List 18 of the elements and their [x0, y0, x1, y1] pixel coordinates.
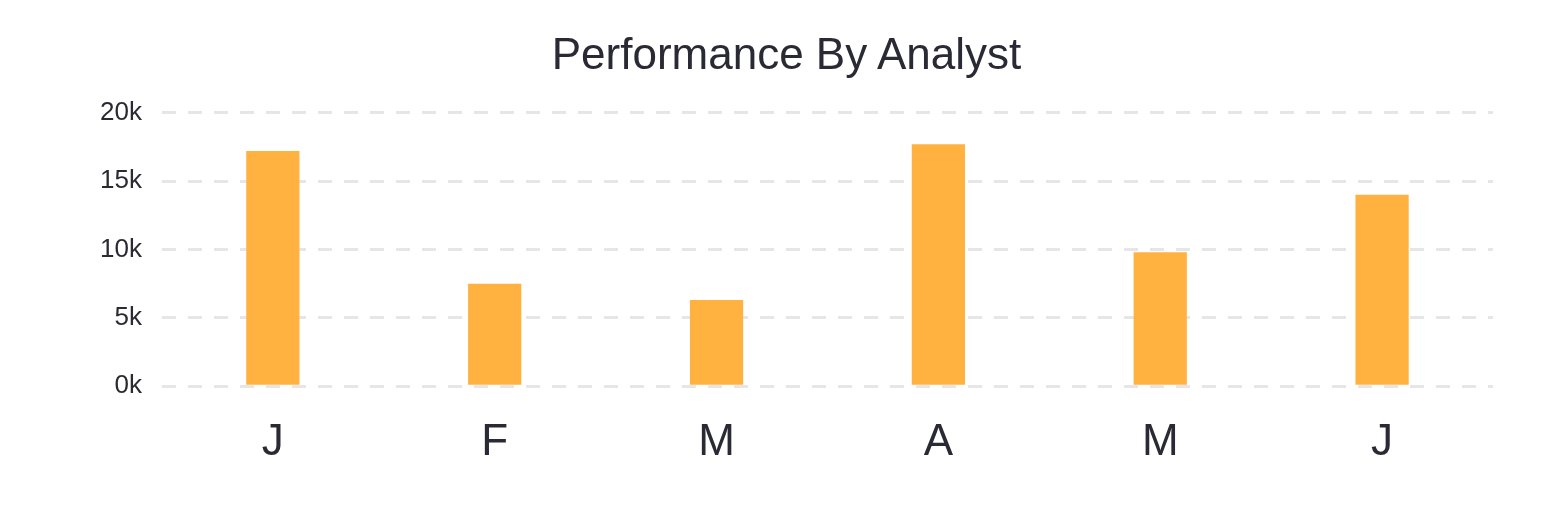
bar: [468, 283, 522, 385]
y-tick-label: 15k: [100, 164, 143, 195]
x-tick-label: M: [1141, 414, 1179, 464]
x-tick-label: A: [923, 414, 954, 464]
y-tick-label: 0k: [114, 369, 143, 400]
y-tick-label: 5k: [114, 301, 143, 332]
bar: [911, 144, 966, 385]
x-tick-label: J: [261, 414, 284, 464]
bar: [246, 151, 300, 385]
x-tick-label: J: [1371, 414, 1394, 464]
y-tick-label: 20k: [100, 95, 143, 126]
chart-title: Performance By Analyst: [551, 28, 1022, 78]
bar: [1355, 194, 1409, 385]
x-tick-label: F: [481, 414, 509, 464]
bar: [1133, 252, 1187, 385]
bar: [689, 300, 744, 385]
x-tick-label: M: [698, 414, 735, 464]
y-tick-label: 10k: [100, 232, 143, 263]
